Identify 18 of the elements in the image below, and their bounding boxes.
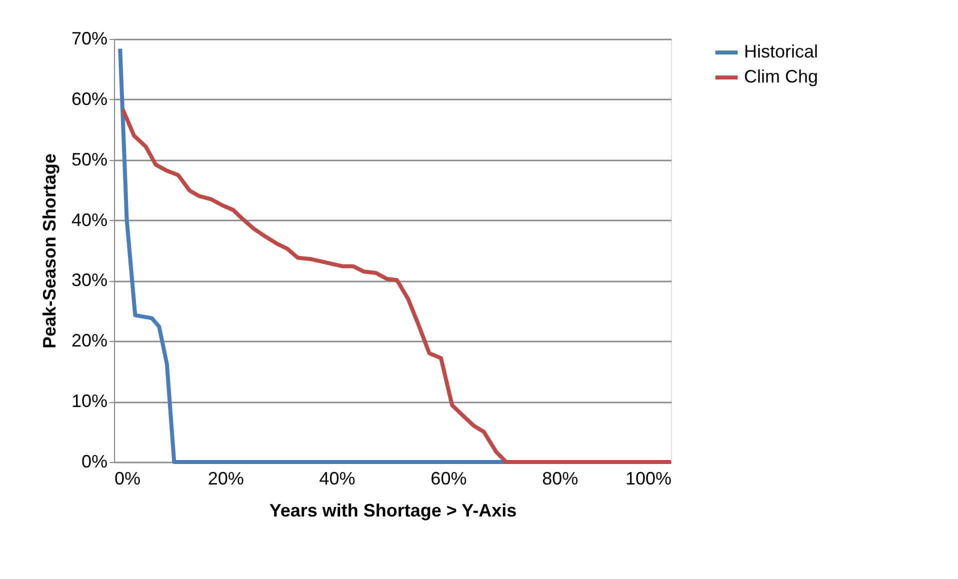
y-tick-label: 0% (81, 452, 108, 472)
x-tick-label: 40% (319, 468, 356, 488)
x-tick-label: 20% (208, 468, 244, 488)
x-tick-label: 100% (625, 468, 672, 488)
x-tick-label: 0% (114, 468, 141, 488)
x-axis-title: Years with Shortage > Y-Axis (269, 500, 517, 520)
y-tick-label: 60% (71, 88, 108, 109)
y-tick-label: 70% (71, 28, 108, 48)
x-tick-label: 80% (542, 468, 578, 488)
y-tick-label: 50% (71, 149, 108, 170)
y-axis-title: Peak-Season Shortage (39, 153, 60, 349)
y-tick-label: 30% (71, 270, 108, 290)
y-tick-label: 10% (71, 391, 108, 412)
legend-label: Historical (744, 42, 818, 62)
x-tick-label: 60% (430, 468, 467, 488)
legend-label: Clim Chg (744, 66, 818, 86)
y-tick-label: 40% (71, 210, 108, 230)
y-tick-label: 20% (71, 330, 108, 351)
